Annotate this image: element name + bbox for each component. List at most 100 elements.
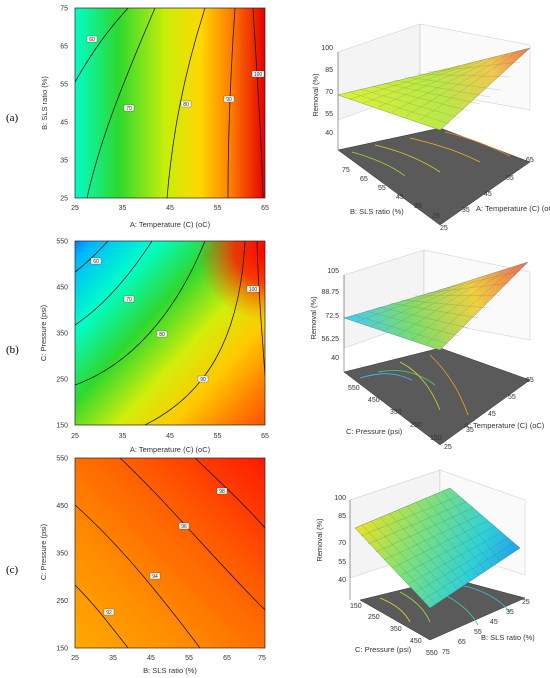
contour-a-line-100	[252, 8, 264, 198]
contour-a-ytick: 65	[60, 44, 68, 51]
surface-a-right-ticks: 25 35 45 55 65	[440, 157, 534, 232]
surface-a-ltick: 25	[432, 213, 440, 220]
surface-a-ztick: 55	[325, 111, 333, 118]
contour-b-label-80: 80	[159, 332, 165, 338]
contour-a-ytick: 45	[60, 120, 68, 127]
surface-c-zlabel: Removal (%)	[315, 518, 324, 562]
surface-a-rtick: 55	[506, 175, 514, 182]
contour-c-y-ticks: 150 250 350 450 550	[56, 456, 68, 653]
surface-a-rtick: 35	[462, 207, 470, 214]
surface-b-ltick: 550	[348, 385, 360, 392]
surface-c-ltick: 250	[368, 614, 380, 621]
surface-a-ltick: 35	[414, 203, 422, 210]
contour-c-ytick: 150	[56, 646, 68, 653]
surface-b-rtick: 25	[444, 444, 452, 451]
surface-a-right-label: A: Temperature (C) (oC)	[476, 204, 550, 213]
surface-c-mesh	[354, 487, 521, 609]
surface-a-rtick: 25	[440, 225, 448, 232]
contour-a-ytick: 55	[60, 82, 68, 89]
contour-b-level-labels: 60 70 80 90 100	[90, 257, 260, 383]
contour-a-label-60: 60	[89, 37, 95, 43]
surface-c-ztick: 40	[338, 577, 346, 584]
surface-c-rtick: 65	[458, 639, 466, 646]
contour-a-line-90	[227, 8, 236, 198]
contour-c-ytick: 250	[56, 598, 68, 605]
contour-b-label-70: 70	[126, 297, 132, 303]
panel-a-label: (a)	[6, 112, 19, 124]
contour-c-xtick: 35	[109, 655, 117, 662]
contour-a-label-90: 90	[226, 97, 232, 103]
contour-b-line-100	[256, 241, 265, 377]
surface-b-zlabel: Removal (%)	[309, 296, 318, 340]
surface-b-z-ticks: 105 88.75 72.5 56.25 40	[321, 268, 339, 362]
surface-a-ztick: 100	[321, 45, 333, 52]
contour-a-label-100: 100	[254, 72, 263, 78]
contour-b-xlabel: A: Temperature (C) (oC)	[130, 445, 211, 454]
panel-c-label: (c)	[6, 564, 19, 576]
contour-plot-a: 60 70 80 90 100 25 35 45 55 65 75 25 35 …	[40, 6, 269, 230]
surface-c-ltick: 550	[426, 650, 438, 657]
surface-c-left-label: C: Pressure (psi)	[355, 645, 412, 654]
contour-c-ytick: 450	[56, 503, 68, 510]
surface-a-ztick: 70	[325, 89, 333, 96]
contour-b-xtick: 35	[119, 433, 127, 440]
panel-b-label: (b)	[6, 344, 19, 356]
contour-a-xtick: 35	[119, 205, 127, 212]
surface-b-ltick: 150	[430, 435, 442, 442]
surface-a-rtick: 65	[526, 157, 534, 164]
surface-c-right-label: B: SLS ratio (%)	[481, 633, 535, 642]
surface-c-ltick: 150	[350, 603, 362, 610]
contour-b-ytick: 550	[56, 239, 68, 246]
contour-b-line-70	[75, 241, 153, 326]
contour-c-ytick: 350	[56, 551, 68, 558]
surface-a-rtick: 45	[484, 191, 492, 198]
contour-a-label-80: 80	[183, 102, 189, 108]
contour-a-ylabel: B: SLS ratio (%)	[40, 76, 49, 130]
surface-a-mesh	[337, 47, 531, 131]
contour-c-xtick: 75	[258, 655, 266, 662]
surface-a-zlabel: Removal (%)	[311, 73, 320, 117]
surface-b-rtick: 65	[526, 377, 534, 384]
contour-c-x-ticks: 25 35 45 55 65 75	[71, 655, 266, 662]
surface-b-floor-lines	[359, 354, 469, 416]
contour-c-label-98: 98	[219, 489, 225, 495]
surface-b-ztick: 72.5	[325, 313, 339, 320]
contour-c-ytick: 550	[56, 456, 68, 463]
contour-b-label-60: 60	[93, 259, 99, 265]
contour-b-xtick: 55	[214, 433, 222, 440]
surface-c-rtick: 45	[490, 619, 498, 626]
contour-c-label-96: 96	[181, 524, 187, 530]
contour-a-xtick: 65	[261, 205, 269, 212]
contour-b-xtick: 45	[166, 433, 174, 440]
surface-c-ztick: 55	[338, 559, 346, 566]
surface-b-ztick: 56.25	[321, 336, 339, 343]
contour-b-line-80	[75, 241, 206, 386]
surface-a-ltick: 75	[342, 167, 350, 174]
contour-c-xlabel: B: SLS ratio (%)	[143, 666, 197, 675]
contour-c-level-labels: 92 94 96 98	[103, 487, 228, 616]
contour-b-ytick: 150	[56, 423, 68, 430]
contour-a-xtick: 55	[214, 205, 222, 212]
contour-c-line-98	[194, 458, 265, 529]
contour-c-line-96	[119, 458, 265, 611]
contour-c-line-94	[75, 504, 201, 648]
surface-a-ltick: 65	[360, 176, 368, 183]
contour-a-xtick: 25	[71, 205, 79, 212]
contour-b-ytick: 250	[56, 377, 68, 384]
surface-b-left-label: C: Pressure (psi)	[346, 427, 403, 436]
surface-b-mesh	[343, 261, 529, 351]
contour-c-ylabel: C: Pressure (psi)	[39, 523, 48, 580]
surface-b-rtick: 55	[508, 394, 516, 401]
surface-b-ztick: 40	[331, 355, 339, 362]
contour-a-y-ticks: 25 35 45 55 65 75	[60, 6, 68, 203]
contour-c-field	[75, 458, 265, 648]
surface-c-z-ticks: 100 85 70 55 40	[334, 495, 346, 584]
contour-a-ytick: 75	[60, 6, 68, 13]
contour-c-line-92	[75, 584, 129, 648]
contour-b-ytick: 350	[56, 331, 68, 338]
contour-plot-b: 60 70 80 90 100 150 250 350 450 550 25 3…	[39, 239, 269, 455]
surface-plot-c: 100 85 70 55 40 Removal (%) 150 250 350 …	[315, 469, 535, 657]
contour-c-label-94: 94	[152, 574, 158, 580]
contour-b-line-60	[75, 241, 109, 273]
contour-c-xtick: 55	[185, 655, 193, 662]
